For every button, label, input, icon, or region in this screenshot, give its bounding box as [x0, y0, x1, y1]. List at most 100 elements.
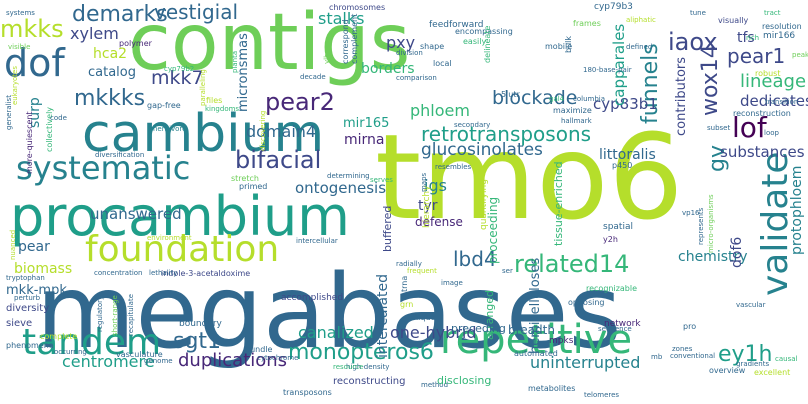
cloud-word: vascular — [736, 301, 766, 309]
cloud-word: breadth — [508, 323, 555, 337]
cloud-word: lof — [732, 111, 767, 144]
cloud-word: ontogenesis — [295, 179, 387, 197]
cloud-word: systematic — [16, 149, 191, 187]
cloud-word: mobile — [545, 42, 573, 51]
cloud-word: overview — [709, 366, 746, 375]
cloud-word: mb — [651, 353, 663, 361]
cloud-word: indole-3-acetaldoxime — [161, 269, 251, 278]
cloud-word: resembles — [435, 163, 472, 171]
cloud-word: iaox — [668, 28, 718, 56]
cloud-word: uninterrupted — [530, 353, 641, 372]
cloud-word: occurring — [54, 348, 87, 356]
cloud-word: one-hybrid — [390, 323, 477, 342]
cloud-word: mkk7 — [151, 67, 204, 89]
cloud-word: correspond — [341, 19, 350, 64]
cloud-word: method — [421, 381, 449, 389]
cloud-word: micro-organisms — [707, 194, 715, 253]
cloud-word: tract — [764, 9, 781, 17]
cloud-word: radially — [396, 260, 422, 268]
cloud-word: perturb — [14, 294, 41, 302]
cloud-word: chemistry — [678, 249, 748, 265]
cloud-word: trna — [400, 275, 409, 292]
cloud-word: lethality — [149, 269, 178, 277]
cloud-word: procambium — [10, 185, 350, 248]
cloud-word: substances — [720, 143, 805, 161]
cloud-word: decade — [300, 73, 326, 81]
cloud-word: visually — [718, 16, 749, 25]
cloud-word: littoralis — [599, 147, 656, 163]
cloud-word: tfs — [737, 30, 755, 46]
cloud-word: 5'utr — [501, 90, 520, 99]
cloud-word: preceding — [451, 322, 506, 335]
cloud-word: unanswered — [90, 205, 182, 223]
cloud-word: frequent — [407, 267, 437, 275]
cloud-word: represents — [697, 207, 705, 245]
cloud-word: image — [441, 279, 463, 287]
cloud-word: diversity — [6, 303, 50, 314]
cloud-word: contigs — [128, 0, 411, 88]
cloud-word: easily — [463, 37, 487, 46]
cloud-word: metabolites — [528, 384, 576, 393]
cloud-word: defense — [415, 215, 463, 229]
cloud-word: tyr — [418, 198, 438, 214]
cloud-word: conventional — [670, 352, 716, 360]
cloud-word: capparales — [610, 23, 628, 106]
cloud-word: mir166 — [763, 31, 796, 41]
cloud-word: more-quiescent — [25, 111, 34, 174]
cloud-word: eukaryotes — [11, 66, 19, 105]
cloud-word: dof — [4, 41, 65, 85]
cloud-word: grn — [400, 300, 414, 309]
cloud-word: hemicelluloses — [528, 257, 543, 354]
cloud-word: igs — [424, 176, 447, 195]
cloud-word: stalks — [318, 9, 365, 28]
cloud-word: vestigial — [154, 0, 239, 24]
cloud-word: protophloem — [789, 165, 805, 255]
cloud-word: tune — [690, 9, 706, 17]
cloud-word: polymer — [119, 39, 152, 48]
cloud-word: cambium — [82, 104, 325, 164]
cloud-word: systems — [6, 9, 35, 17]
cloud-word: reconstructing — [333, 376, 406, 387]
cloud-word: vp16 — [682, 209, 700, 217]
cloud-word: shape — [420, 42, 445, 51]
cloud-word: boundary — [179, 319, 222, 329]
cloud-word: recognizable — [586, 284, 638, 293]
cloud-word: determining — [327, 172, 370, 180]
cloud-word: nuanced — [9, 229, 17, 260]
cloud-word: xylem — [70, 24, 119, 43]
cloud-word: files — [206, 96, 223, 105]
cloud-word: reconstruction — [733, 109, 791, 118]
cloud-word: cyp79b3 — [594, 2, 633, 12]
cloud-word: canalized — [298, 323, 374, 342]
cloud-word: mkkks — [74, 86, 146, 111]
cloud-word: mirna — [344, 132, 385, 148]
cloud-word: related14 — [514, 250, 630, 278]
cloud-word: concentration — [94, 269, 143, 277]
cloud-word: duplications — [178, 350, 288, 371]
cloud-word: tmo6 — [375, 108, 684, 246]
cloud-word: phloem — [410, 101, 470, 120]
cloud-word: intercellular — [296, 237, 338, 245]
cloud-word: demarks — [72, 2, 168, 27]
cloud-word: mpks — [549, 336, 574, 346]
cloud-word: sequence — [598, 325, 632, 333]
cloud-word: ylh — [323, 53, 331, 64]
cloud-word: monopteros6 — [288, 340, 434, 365]
cloud-word: comparison — [396, 74, 437, 82]
cloud-word: stretch — [231, 174, 259, 183]
cloud-word: p450 — [612, 161, 633, 170]
cloud-word: ey1h — [718, 342, 773, 367]
cloud-word: paralleling — [199, 69, 207, 106]
cloud-word: maps — [420, 172, 428, 192]
cloud-word: foundation — [85, 229, 280, 270]
cloud-word: contributors — [674, 56, 689, 136]
cloud-word: opposing — [568, 298, 605, 307]
cloud-word: buffered — [381, 205, 394, 252]
cloud-word: sgt1 — [173, 329, 222, 354]
cloud-word: serves — [370, 176, 393, 184]
cloud-word: complement — [350, 13, 359, 64]
cloud-word: subset — [707, 124, 731, 132]
cloud-word: domain4 — [246, 122, 317, 141]
cloud-word: cyp79b2 — [164, 65, 195, 73]
cloud-word: repetitive — [440, 317, 633, 363]
